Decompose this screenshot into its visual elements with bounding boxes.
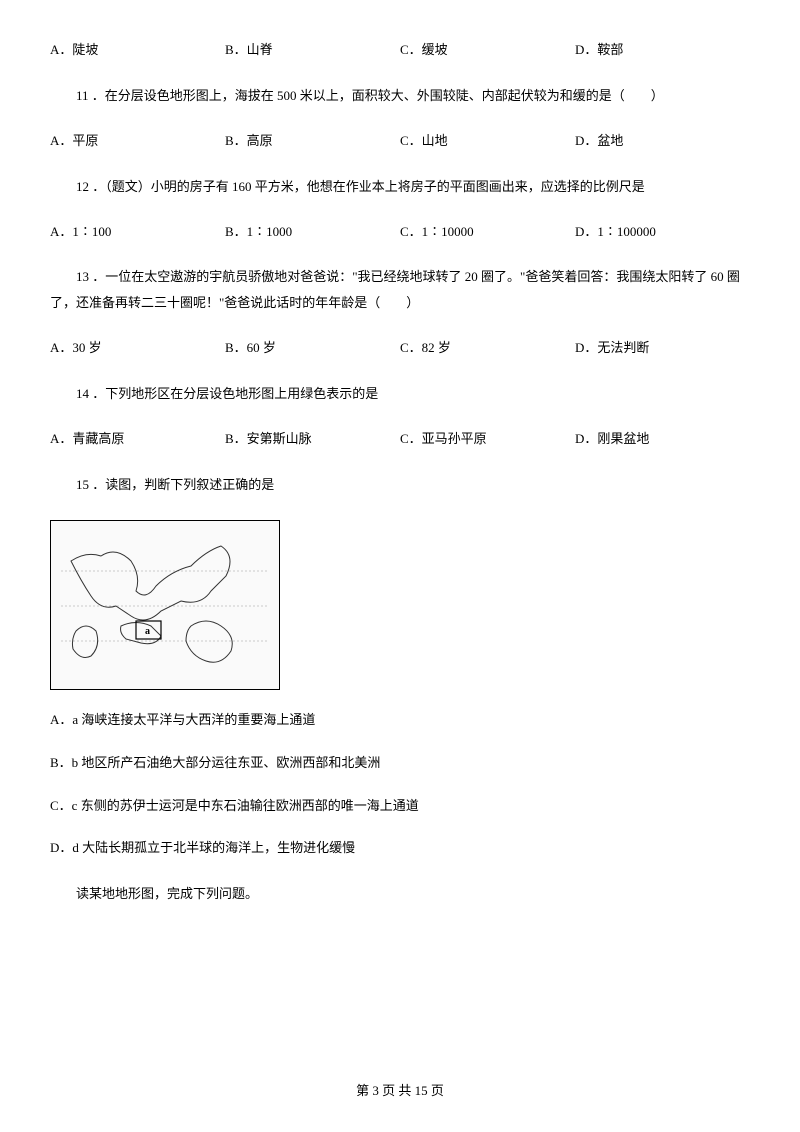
q11-option-b: B．高原 bbox=[225, 131, 400, 152]
q12-options: A．1∶100 B．1∶1000 C．1∶10000 D．1∶100000 bbox=[50, 222, 750, 243]
q15-option-d: D．d 大陆长期孤立于北半球的海洋上，生物进化缓慢 bbox=[50, 838, 750, 859]
q15-option-b: B．b 地区所产石油绝大部分运往东亚、欧洲西部和北美洲 bbox=[50, 753, 750, 774]
q13-options: A．30 岁 B．60 岁 C．82 岁 D．无法判断 bbox=[50, 338, 750, 359]
q10-option-a: A．陡坡 bbox=[50, 40, 225, 61]
q10-option-b: B．山脊 bbox=[225, 40, 400, 61]
q13-text: 13 ．一位在太空遨游的宇航员骄傲地对爸爸说："我已经绕地球转了 20 圈了。"… bbox=[50, 264, 750, 316]
q11-option-c: C．山地 bbox=[400, 131, 575, 152]
q11-option-a: A．平原 bbox=[50, 131, 225, 152]
q14-option-b: B．安第斯山脉 bbox=[225, 429, 400, 450]
q13-option-b: B．60 岁 bbox=[225, 338, 400, 359]
q13-option-d: D．无法判断 bbox=[575, 338, 750, 359]
q12-option-b: B．1∶1000 bbox=[225, 222, 400, 243]
q15-text: 15 ．读图，判断下列叙述正确的是 bbox=[50, 472, 750, 498]
q11-text: 11 ．在分层设色地形图上，海拔在 500 米以上，面积较大、外围较陡、内部起伏… bbox=[50, 83, 750, 109]
q11-options: A．平原 B．高原 C．山地 D．盆地 bbox=[50, 131, 750, 152]
q11-option-d: D．盆地 bbox=[575, 131, 750, 152]
q12-option-c: C．1∶10000 bbox=[400, 222, 575, 243]
q12-option-a: A．1∶100 bbox=[50, 222, 225, 243]
svg-text:a: a bbox=[145, 626, 150, 637]
map-svg: a bbox=[61, 531, 269, 679]
map-figure: a bbox=[50, 520, 280, 690]
q14-option-c: C．亚马孙平原 bbox=[400, 429, 575, 450]
instruction-text: 读某地地形图，完成下列问题。 bbox=[50, 881, 750, 907]
q13-option-a: A．30 岁 bbox=[50, 338, 225, 359]
q14-options: A．青藏高原 B．安第斯山脉 C．亚马孙平原 D．刚果盆地 bbox=[50, 429, 750, 450]
q10-option-d: D．鞍部 bbox=[575, 40, 750, 61]
q14-option-d: D．刚果盆地 bbox=[575, 429, 750, 450]
q15-option-c: C．c 东侧的苏伊士运河是中东石油输往欧洲西部的唯一海上通道 bbox=[50, 796, 750, 817]
q14-option-a: A．青藏高原 bbox=[50, 429, 225, 450]
q12-option-d: D．1∶100000 bbox=[575, 222, 750, 243]
q13-option-c: C．82 岁 bbox=[400, 338, 575, 359]
q14-text: 14 ．下列地形区在分层设色地形图上用绿色表示的是 bbox=[50, 381, 750, 407]
q12-text: 12 ．（题文）小明的房子有 160 平方米，他想在作业本上将房子的平面图画出来… bbox=[50, 174, 750, 200]
page-footer: 第 3 页 共 15 页 bbox=[0, 1081, 800, 1102]
q10-options: A．陡坡 B．山脊 C．缓坡 D．鞍部 bbox=[50, 40, 750, 61]
q15-option-a: A．a 海峡连接太平洋与大西洋的重要海上通道 bbox=[50, 710, 750, 731]
q10-option-c: C．缓坡 bbox=[400, 40, 575, 61]
